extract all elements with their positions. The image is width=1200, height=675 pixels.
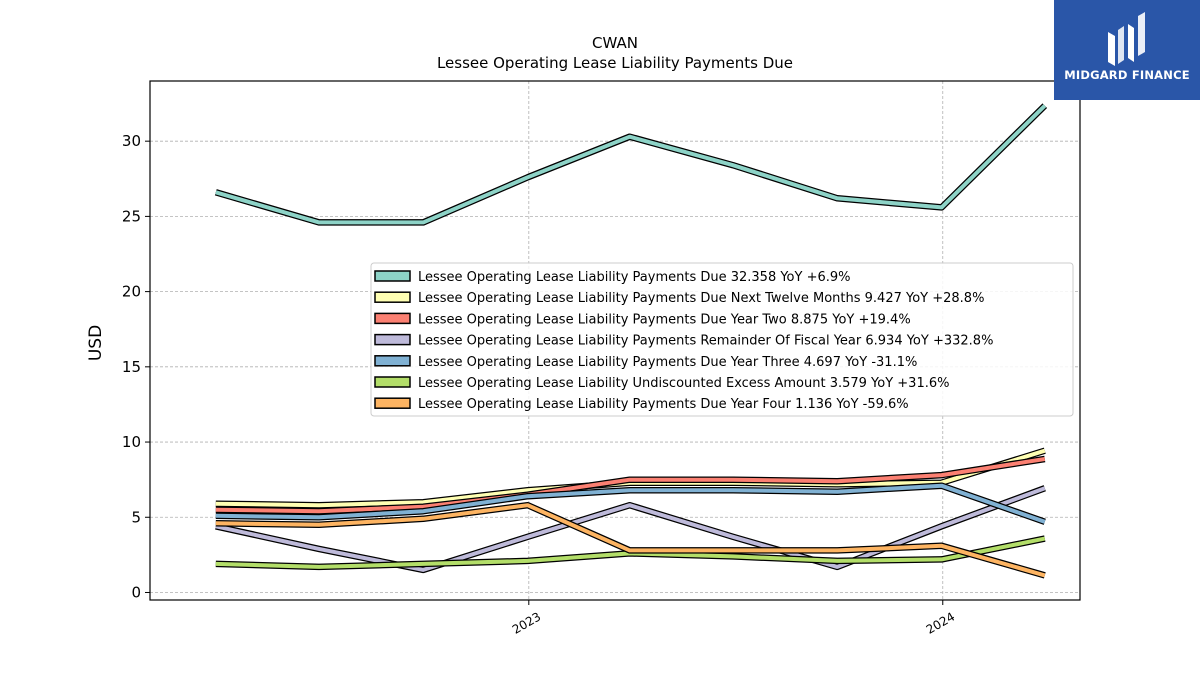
brand-name: MIDGARD FINANCE xyxy=(1064,68,1190,82)
chart-subtitle: Lessee Operating Lease Liability Payment… xyxy=(437,54,793,72)
y-tick-label: 25 xyxy=(122,207,141,225)
brand-logo: MIDGARD FINANCE xyxy=(1054,0,1200,100)
legend-swatch xyxy=(374,397,411,409)
plot-frame xyxy=(149,80,1081,601)
legend-entry: Lessee Operating Lease Liability Payment… xyxy=(418,397,909,412)
y-tick-label: 30 xyxy=(122,132,141,150)
legend-swatch xyxy=(374,355,411,367)
y-axis-label: USD xyxy=(86,325,106,361)
y-tick-label: 20 xyxy=(122,283,141,301)
legend: Lessee Operating Lease Liability Payment… xyxy=(370,262,1074,417)
midgard-logo-icon xyxy=(1108,12,1145,66)
legend-entry: Lessee Operating Lease Liability Undisco… xyxy=(418,376,949,391)
legend-box xyxy=(370,262,1074,417)
legend-swatch xyxy=(374,291,411,303)
series-line xyxy=(215,104,1047,225)
y-tick-label: 15 xyxy=(122,358,141,376)
legend-entry: Lessee Operating Lease Liability Payment… xyxy=(418,334,993,349)
legend-entry: Lessee Operating Lease Liability Payment… xyxy=(418,270,851,285)
legend-swatch xyxy=(374,333,411,346)
y-tick-label: 5 xyxy=(131,508,141,526)
x-tick-label: 2024 xyxy=(924,609,957,636)
series-lines xyxy=(214,103,1048,579)
legend-swatch xyxy=(374,270,411,282)
series-line xyxy=(215,483,1046,524)
series-line xyxy=(215,457,1046,514)
legend-entry: Lessee Operating Lease Liability Payment… xyxy=(418,312,911,327)
series-line xyxy=(215,486,1046,572)
y-tick-label: 10 xyxy=(122,433,141,451)
series-line xyxy=(215,503,1046,578)
y-tick-label: 0 xyxy=(131,583,141,601)
legend-entry: Lessee Operating Lease Liability Payment… xyxy=(418,291,984,306)
chart-title: CWAN xyxy=(592,34,638,52)
x-tick-label: 2023 xyxy=(510,609,543,636)
legend-swatch xyxy=(374,312,411,325)
legend-entry: Lessee Operating Lease Liability Payment… xyxy=(418,355,917,370)
legend-swatch xyxy=(374,376,411,388)
